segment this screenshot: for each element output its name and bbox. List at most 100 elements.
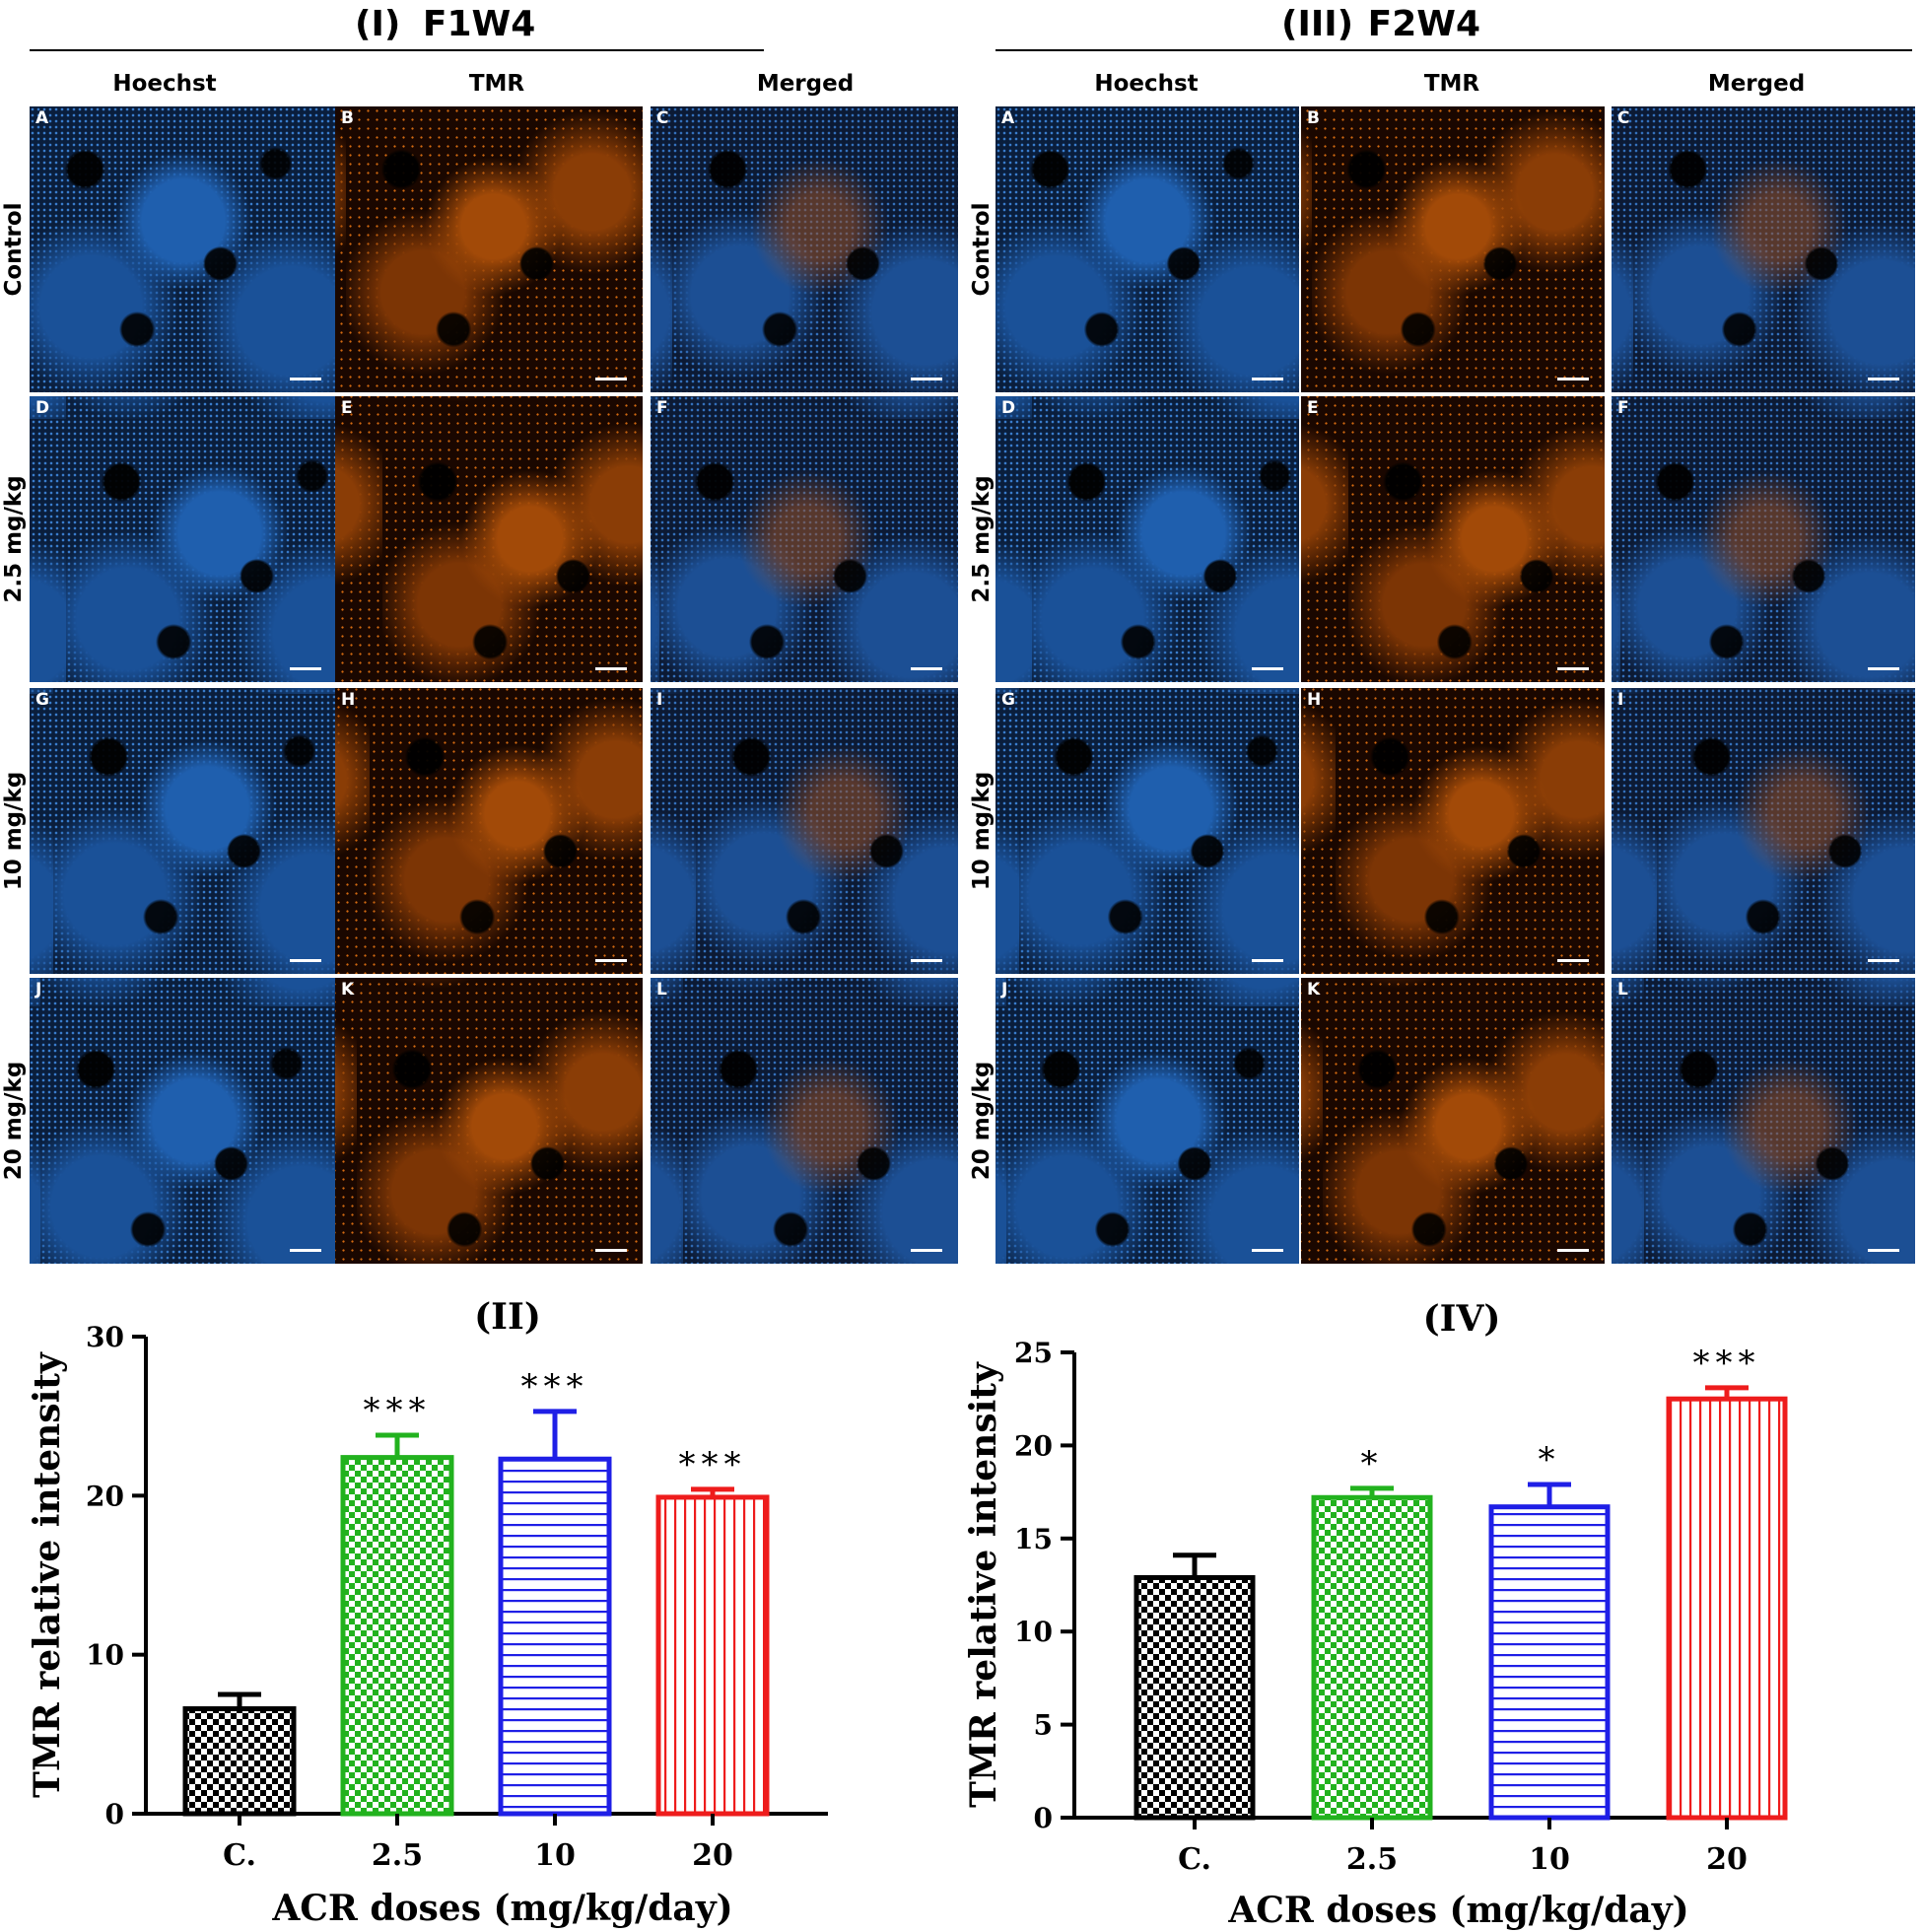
scale-bar	[595, 667, 627, 670]
column-header-hoechst-iii: Hoechst	[1094, 71, 1199, 97]
image-letter: K	[341, 980, 355, 1000]
bar-10	[498, 1456, 612, 1817]
image-letter: I	[656, 690, 663, 710]
image-letter: A	[35, 108, 49, 128]
y-axis-label: TMR relative intensity	[963, 1361, 1004, 1808]
panel-iii-rule	[995, 49, 1912, 51]
row-label-2-i: 10 mg/kg	[1, 771, 27, 891]
bar-10	[1488, 1504, 1611, 1821]
scale-bar	[911, 959, 942, 962]
image-letter: F	[1617, 398, 1629, 418]
x-tick-label: C.	[223, 1838, 256, 1873]
panel-i-roman: (I)	[355, 4, 401, 44]
bar-chart-iv: 0 5 10 15 20 25 C. 2.5 * 10 * 20 *** (IV) ACR doses (m…	[963, 1298, 1788, 1931]
scale-bar	[1557, 1249, 1589, 1252]
scale-bar	[595, 1249, 627, 1252]
micrograph-merged-i: F	[651, 396, 958, 682]
micrograph-merged-iii: F	[1612, 396, 1915, 682]
bar-2.5	[1311, 1494, 1433, 1821]
bar-chart-ii: 0 10 20 30 C. 2.5 *** 10 *** 20 *** (II) ACR doses (…	[27, 1296, 828, 1929]
significance-label: ***	[679, 1445, 747, 1484]
scale-bar	[290, 959, 321, 962]
y-tick-label: 5	[1034, 1709, 1053, 1742]
micrograph-tmr-iii: H	[1301, 688, 1605, 974]
image-letter: B	[1307, 108, 1320, 128]
scale-bar	[1557, 959, 1589, 962]
significance-label: ***	[364, 1391, 432, 1430]
significance-label: *	[1361, 1444, 1384, 1484]
significance-label: ***	[1693, 1344, 1761, 1383]
significance-label: *	[1539, 1440, 1561, 1480]
image-letter: E	[1307, 398, 1319, 418]
micrograph-merged-iii: C	[1612, 106, 1915, 392]
micrograph-hoechst-i: A	[30, 106, 337, 392]
scale-bar	[1868, 667, 1899, 670]
row-label-3-iii: 20 mg/kg	[969, 1061, 995, 1181]
x-tick-label: 2.5	[1346, 1842, 1398, 1877]
micrograph-tmr-i: K	[335, 978, 643, 1264]
column-header-merged-i: Merged	[756, 71, 855, 97]
scale-bar	[1252, 959, 1283, 962]
y-tick-label: 20	[86, 1480, 124, 1512]
column-header-hoechst-i: Hoechst	[112, 71, 217, 97]
micrograph-merged-i: L	[651, 978, 958, 1264]
image-letter: E	[341, 398, 353, 418]
scale-bar	[911, 667, 942, 670]
scale-bar	[1868, 959, 1899, 962]
y-tick-label: 10	[1014, 1616, 1053, 1648]
y-axis-label: TMR relative intensity	[27, 1351, 68, 1798]
chart-title: (II)	[474, 1296, 541, 1338]
micrograph-hoechst-iii: J	[995, 978, 1299, 1264]
y-tick-label: 0	[105, 1798, 124, 1830]
image-letter: G	[35, 690, 49, 710]
scale-bar	[1252, 378, 1283, 380]
image-letter: D	[35, 398, 50, 418]
panel-i-rule	[30, 49, 764, 51]
micrograph-hoechst-iii: D	[995, 396, 1299, 682]
micrograph-hoechst-i: D	[30, 396, 337, 682]
micrograph-tmr-iii: B	[1301, 106, 1605, 392]
scale-bar	[290, 667, 321, 670]
micrograph-hoechst-i: G	[30, 688, 337, 974]
scale-bar	[1557, 378, 1589, 380]
image-letter: H	[341, 690, 356, 710]
row-label-3-i: 20 mg/kg	[1, 1061, 27, 1181]
micrograph-hoechst-i: J	[30, 978, 337, 1264]
x-axis-label: ACR doses (mg/kg/day)	[271, 1888, 732, 1929]
image-letter: L	[656, 980, 667, 1000]
x-tick-label: 10	[534, 1838, 576, 1873]
image-letter: J	[1001, 980, 1008, 1000]
image-letter: L	[1617, 980, 1628, 1000]
micrograph-merged-i: C	[651, 106, 958, 392]
image-letter: H	[1307, 690, 1322, 710]
micrograph-merged-iii: L	[1612, 978, 1915, 1264]
y-tick-label: 30	[86, 1321, 124, 1353]
bar-2.5	[340, 1455, 454, 1817]
x-tick-label: 10	[1529, 1842, 1570, 1877]
panel-i-title: (I) F1W4	[355, 4, 535, 44]
y-tick-label: 25	[1014, 1337, 1053, 1369]
column-header-tmr-iii: TMR	[1423, 71, 1480, 97]
image-letter: A	[1001, 108, 1015, 128]
scale-bar	[595, 959, 627, 962]
x-tick-label: 20	[692, 1838, 733, 1873]
bar-C.	[1133, 1574, 1256, 1821]
bar-C.	[182, 1706, 297, 1817]
scale-bar	[1252, 1249, 1283, 1252]
micrograph-tmr-i: E	[335, 396, 643, 682]
panel-iii-roman: (III)	[1281, 4, 1354, 44]
panel-iii-name: F2W4	[1367, 4, 1481, 44]
panel-i-name: F1W4	[422, 4, 536, 44]
row-label-0-iii: Control	[969, 202, 995, 297]
micrograph-tmr-iii: E	[1301, 396, 1605, 682]
row-label-2-iii: 10 mg/kg	[969, 771, 995, 891]
significance-label: ***	[521, 1367, 589, 1407]
micrograph-merged-iii: I	[1612, 688, 1915, 974]
micrograph-tmr-iii: K	[1301, 978, 1605, 1264]
image-letter: C	[656, 108, 669, 128]
scale-bar	[1557, 667, 1589, 670]
scale-bar	[290, 1249, 321, 1252]
scale-bar	[290, 378, 321, 380]
scale-bar	[911, 378, 942, 380]
image-letter: F	[656, 398, 668, 418]
